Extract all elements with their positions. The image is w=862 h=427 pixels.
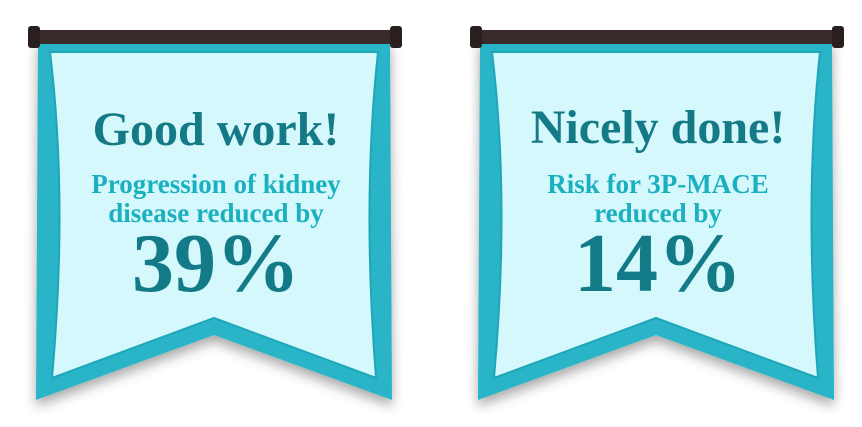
- banner-shape: [470, 26, 844, 400]
- banner-line-1: Risk for 3P-MACE: [547, 169, 769, 199]
- banner-percent: 14%: [574, 217, 742, 310]
- rod-end-left: [470, 26, 482, 48]
- banner-heading: Nicely done!: [530, 101, 786, 154]
- banner-shape: [28, 26, 402, 400]
- banner-line-1: Progression of kidney: [91, 169, 341, 199]
- banner-left: Good work! Progression of kidney disease…: [22, 0, 422, 427]
- rod-end-right: [832, 26, 844, 48]
- banner-heading: Good work!: [92, 103, 340, 156]
- banner-right: Nicely done! Risk for 3P-MACE reduced by…: [462, 0, 862, 427]
- banner-line-2: reduced by: [594, 198, 722, 228]
- rod-end-left: [28, 26, 40, 48]
- hanging-rod: [32, 30, 398, 44]
- banner-percent: 39%: [132, 217, 300, 310]
- rod-end-right: [390, 26, 402, 48]
- hanging-rod: [474, 30, 840, 44]
- banner-line-2: disease reduced by: [108, 198, 324, 228]
